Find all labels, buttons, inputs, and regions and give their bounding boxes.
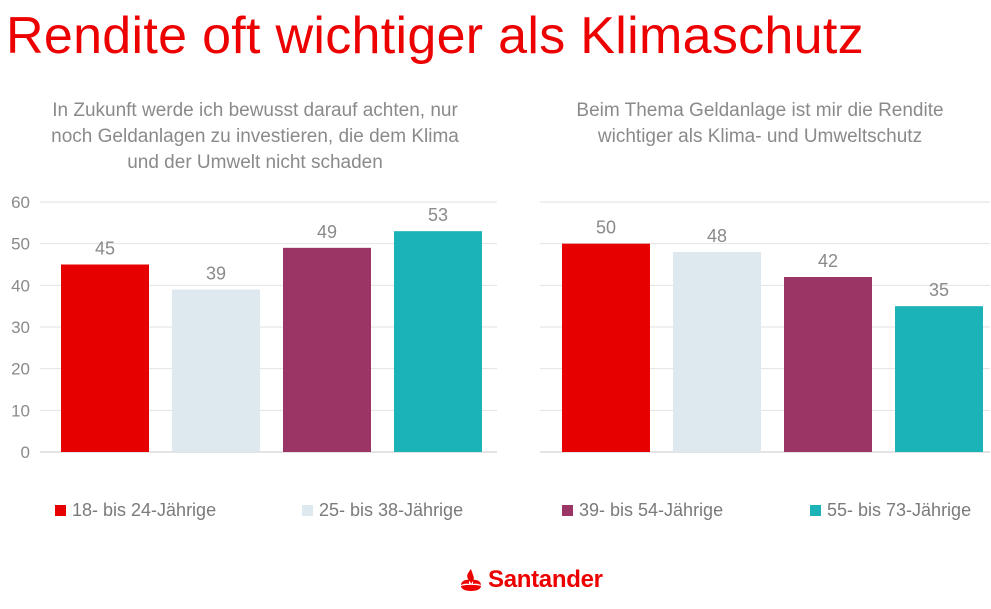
chart-2-subtitle-line: wichtiger als Klima- und Umweltschutz — [597, 126, 923, 147]
brand-name: Santander — [488, 566, 603, 593]
chart-2-data-label: 50 — [596, 218, 616, 238]
legend-label: 18- bis 24-Jährige — [72, 500, 217, 520]
chart-1-data-label: 49 — [317, 222, 337, 242]
legend-swatch — [562, 505, 573, 516]
chart-2-subtitle-line: Beim Thema Geldanlage ist mir die Rendit… — [576, 100, 944, 121]
chart-1-subtitle-line: In Zukunft werde ich bewusst darauf acht… — [52, 100, 458, 121]
chart-2-data-label: 42 — [818, 251, 838, 271]
legend-label: 55- bis 73-Jährige — [827, 500, 972, 520]
y-tick-label: 30 — [11, 318, 30, 337]
legend-item: 25- bis 38-Jährige — [302, 500, 463, 521]
chart-1-bar — [172, 289, 260, 452]
chart-2-bar — [673, 252, 761, 452]
chart-1-bar — [394, 231, 482, 452]
chart-2-data-label: 48 — [707, 226, 727, 246]
legend-item: 18- bis 24-Jährige — [55, 500, 216, 521]
chart-1-subtitle-line: und der Umwelt nicht schaden — [127, 152, 383, 173]
chart-1-subtitle-line: noch Geldanlagen zu investieren, die dem… — [51, 126, 459, 147]
legend: 18- bis 24-Jährige 25- bis 38-Jährige 39… — [40, 500, 990, 524]
legend-item: 39- bis 54-Jährige — [562, 500, 723, 521]
chart-1-data-label: 39 — [206, 264, 226, 284]
chart-1-data-label: 53 — [428, 205, 448, 225]
y-tick-label: 50 — [11, 235, 30, 254]
chart-1-bar — [283, 247, 371, 452]
page-title: Rendite oft wichtiger als Klimaschutz — [6, 7, 864, 65]
y-tick-label: 10 — [11, 401, 30, 420]
y-tick-label: 20 — [11, 360, 30, 379]
chart-2-bar — [562, 243, 650, 452]
chart-2-subtitle: Beim Thema Geldanlage ist mir die Rendit… — [520, 98, 991, 150]
chart-1-data-label: 45 — [95, 239, 115, 259]
y-tick-label: 40 — [11, 276, 30, 295]
y-tick-label: 0 — [21, 443, 30, 462]
chart-2-data-label: 35 — [929, 280, 949, 300]
legend-item: 55- bis 73-Jährige — [810, 500, 971, 521]
legend-label: 25- bis 38-Jährige — [319, 500, 464, 520]
legend-swatch — [55, 505, 66, 516]
legend-label: 39- bis 54-Jährige — [579, 500, 724, 520]
legend-swatch — [302, 505, 313, 516]
brand-logo: Santander — [458, 566, 603, 594]
flame-icon — [461, 569, 481, 591]
y-tick-label: 60 — [11, 193, 30, 212]
chart-2-bar — [784, 277, 872, 452]
chart-1-subtitle: In Zukunft werde ich bewusst darauf acht… — [0, 98, 510, 176]
chart-2-bar — [895, 306, 983, 452]
chart-1-bar — [61, 264, 149, 452]
legend-swatch — [810, 505, 821, 516]
